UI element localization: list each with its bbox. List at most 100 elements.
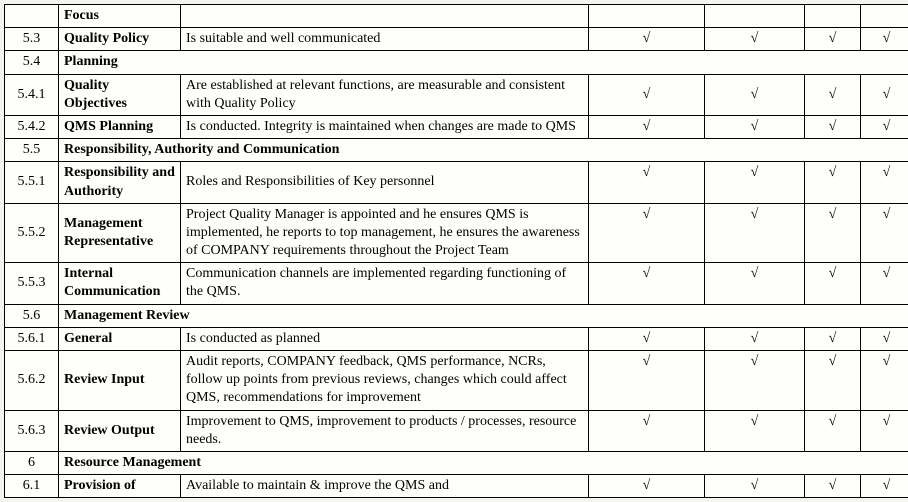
row-topic: Quality Objectives — [59, 74, 181, 115]
table-row: 5.5.1 Responsibility and Authority Roles… — [5, 162, 908, 203]
checkmark-icon: √ — [589, 475, 705, 498]
checkmark-icon: √ — [589, 162, 705, 203]
row-num: 5.6.2 — [5, 351, 59, 411]
qms-table: Focus 5.3 Quality Policy Is suitable and… — [4, 4, 908, 498]
checkmark-icon: √ — [805, 327, 861, 350]
row-num: 5.4.2 — [5, 115, 59, 138]
table-row-section: 5.5 Responsibility, Authority and Commun… — [5, 139, 908, 162]
checkmark-icon: √ — [805, 74, 861, 115]
row-topic: Responsibility and Authority — [59, 162, 181, 203]
checkmark-icon: √ — [861, 327, 908, 350]
table-row: 5.3 Quality Policy Is suitable and well … — [5, 28, 908, 51]
row-desc: Communication channels are implemented r… — [181, 263, 589, 304]
section-heading: Management Review — [59, 304, 908, 327]
row-topic: Provision of — [59, 475, 181, 498]
row-num: 6.1 — [5, 475, 59, 498]
checkmark-icon: √ — [705, 74, 805, 115]
row-num: 5.5 — [5, 139, 59, 162]
row-num: 5.6 — [5, 304, 59, 327]
checkmark-icon: √ — [861, 162, 908, 203]
checkmark-icon: √ — [589, 410, 705, 451]
row-topic: Focus — [59, 5, 181, 28]
checkmark-icon: √ — [861, 475, 908, 498]
row-topic: QMS Planning — [59, 115, 181, 138]
checkmark-icon: √ — [805, 475, 861, 498]
checkmark-icon: √ — [861, 203, 908, 263]
checkmark-icon: √ — [861, 263, 908, 304]
table-row: 5.6.1 General Is conducted as planned √ … — [5, 327, 908, 350]
checkmark-icon: √ — [861, 28, 908, 51]
row-desc — [181, 5, 589, 28]
checkmark-icon: √ — [589, 28, 705, 51]
row-num — [5, 5, 59, 28]
row-num: 6 — [5, 451, 59, 474]
checkmark-icon: √ — [589, 351, 705, 411]
table-row: 5.6.2 Review Input Audit reports, COMPAN… — [5, 351, 908, 411]
checkmark-icon: √ — [705, 327, 805, 350]
table-row-section: 5.6 Management Review — [5, 304, 908, 327]
table-row: 6.1 Provision of Available to maintain &… — [5, 475, 908, 498]
checkmark-icon: √ — [805, 162, 861, 203]
row-c4 — [705, 5, 805, 28]
row-num: 5.3 — [5, 28, 59, 51]
row-num: 5.6.3 — [5, 410, 59, 451]
checkmark-icon: √ — [861, 410, 908, 451]
checkmark-icon: √ — [805, 351, 861, 411]
table-row: 5.6.3 Review Output Improvement to QMS, … — [5, 410, 908, 451]
checkmark-icon: √ — [705, 203, 805, 263]
checkmark-icon: √ — [705, 28, 805, 51]
table-row: 5.4.1 Quality Objectives Are established… — [5, 74, 908, 115]
row-desc: Available to maintain & improve the QMS … — [181, 475, 589, 498]
checkmark-icon: √ — [705, 410, 805, 451]
checkmark-icon: √ — [705, 351, 805, 411]
table-row-section: 5.4 Planning — [5, 51, 908, 74]
row-desc: Is conducted as planned — [181, 327, 589, 350]
row-desc: Improvement to QMS, improvement to produ… — [181, 410, 589, 451]
checkmark-icon: √ — [589, 74, 705, 115]
row-num: 5.5.3 — [5, 263, 59, 304]
row-num: 5.5.1 — [5, 162, 59, 203]
checkmark-icon: √ — [805, 410, 861, 451]
row-desc: Is conducted. Integrity is maintained wh… — [181, 115, 589, 138]
checkmark-icon: √ — [705, 263, 805, 304]
table-row: 5.4.2 QMS Planning Is conducted. Integri… — [5, 115, 908, 138]
row-desc: Roles and Responsibilities of Key person… — [181, 162, 589, 203]
row-c3 — [589, 5, 705, 28]
checkmark-icon: √ — [861, 351, 908, 411]
table-row: Focus — [5, 5, 908, 28]
table-row: 5.5.3 Internal Communication Communicati… — [5, 263, 908, 304]
checkmark-icon: √ — [861, 115, 908, 138]
checkmark-icon: √ — [805, 203, 861, 263]
checkmark-icon: √ — [705, 475, 805, 498]
row-desc: Audit reports, COMPANY feedback, QMS per… — [181, 351, 589, 411]
checkmark-icon: √ — [805, 263, 861, 304]
table-row: 5.5.2 Management Representative Project … — [5, 203, 908, 263]
row-num: 5.4 — [5, 51, 59, 74]
checkmark-icon: √ — [589, 263, 705, 304]
row-topic: Review Output — [59, 410, 181, 451]
row-topic: Management Representative — [59, 203, 181, 263]
section-heading: Responsibility, Authority and Communicat… — [59, 139, 908, 162]
row-num: 5.4.1 — [5, 74, 59, 115]
checkmark-icon: √ — [805, 115, 861, 138]
row-num: 5.6.1 — [5, 327, 59, 350]
section-heading: Planning — [59, 51, 908, 74]
section-heading: Resource Management — [59, 451, 908, 474]
checkmark-icon: √ — [705, 115, 805, 138]
row-topic: General — [59, 327, 181, 350]
checkmark-icon: √ — [589, 203, 705, 263]
checkmark-icon: √ — [705, 162, 805, 203]
row-desc: Project Quality Manager is appointed and… — [181, 203, 589, 263]
row-c6 — [861, 5, 908, 28]
checkmark-icon: √ — [861, 74, 908, 115]
checkmark-icon: √ — [805, 28, 861, 51]
row-topic: Quality Policy — [59, 28, 181, 51]
row-desc: Is suitable and well communicated — [181, 28, 589, 51]
checkmark-icon: √ — [589, 327, 705, 350]
row-topic: Internal Communication — [59, 263, 181, 304]
row-num: 5.5.2 — [5, 203, 59, 263]
checkmark-icon: √ — [589, 115, 705, 138]
table-row-section: 6 Resource Management — [5, 451, 908, 474]
row-desc: Are established at relevant functions, a… — [181, 74, 589, 115]
row-topic: Review Input — [59, 351, 181, 411]
